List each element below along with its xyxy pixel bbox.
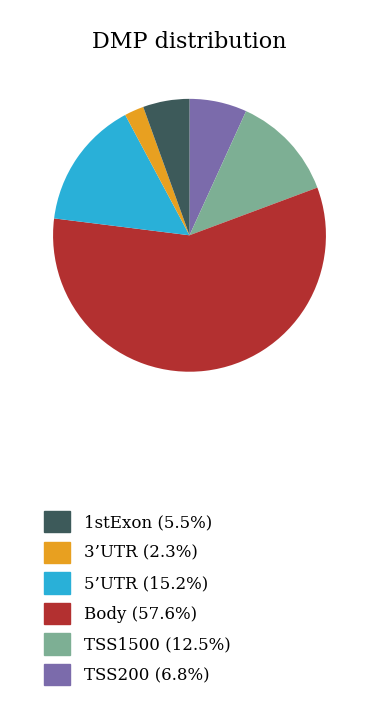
Wedge shape [125, 107, 190, 235]
Wedge shape [190, 99, 246, 235]
Title: DMP distribution: DMP distribution [92, 31, 287, 53]
Wedge shape [190, 111, 317, 235]
Wedge shape [54, 115, 190, 235]
Legend: 1stExon (5.5%), 3’UTR (2.3%), 5’UTR (15.2%), Body (57.6%), TSS1500 (12.5%), TSS2: 1stExon (5.5%), 3’UTR (2.3%), 5’UTR (15.… [39, 506, 235, 690]
Wedge shape [53, 188, 326, 371]
Wedge shape [143, 99, 190, 235]
